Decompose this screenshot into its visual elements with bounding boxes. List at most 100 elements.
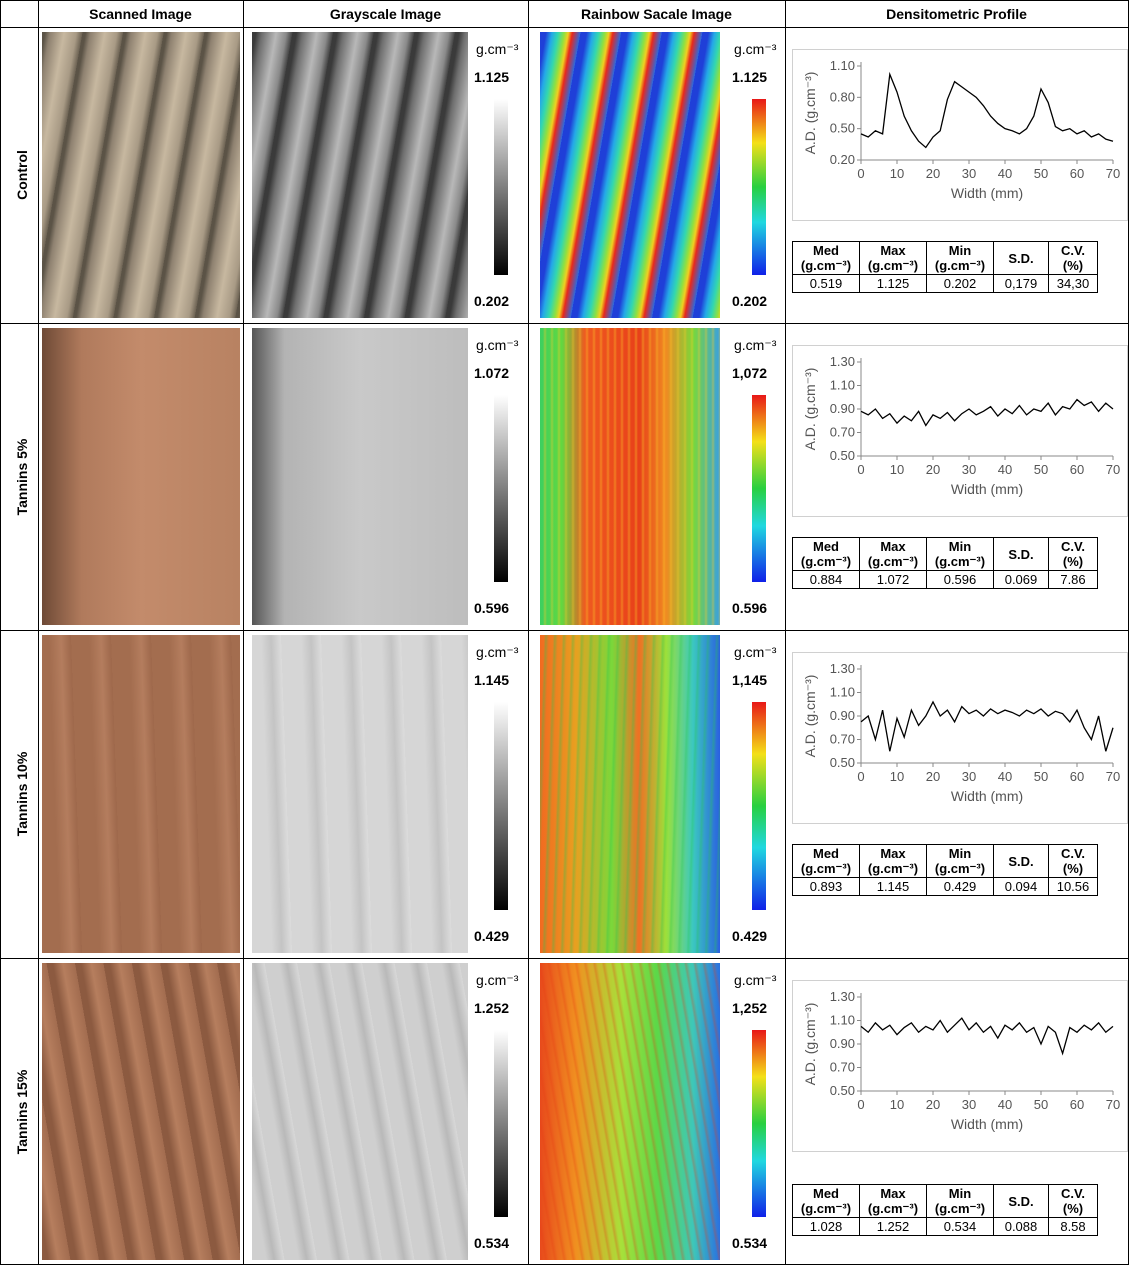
y-axis-label: A.D. (g.cm⁻³): [802, 368, 818, 451]
stats-header: C.V. (%): [1048, 1184, 1098, 1218]
header-text: (g.cm⁻³): [800, 554, 852, 569]
stats-value: 0.596: [926, 570, 994, 589]
profile-line: [860, 71, 1114, 149]
table-rule: [0, 27, 1129, 28]
y-axis-label: A.D. (g.cm⁻³): [802, 72, 818, 155]
scale-min: 0.202: [732, 293, 768, 309]
stats-header: S.D.: [993, 241, 1049, 275]
scale-bar: [494, 1030, 508, 1217]
x-tick-label: 30: [962, 1097, 976, 1112]
stats-value: 0.094: [993, 877, 1049, 896]
scale-max: 1,252: [732, 1000, 768, 1016]
header-text: C.V.: [1060, 243, 1086, 258]
table-rule: [528, 0, 529, 1265]
profile-box: 0.20 0.50 0.80 1.10 0 10 20 30 40 50 60 70 Width (mm…: [792, 49, 1128, 221]
x-tick-label: 30: [962, 166, 976, 181]
stats-table-wrap: Med (g.cm⁻³) Max (g.cm⁻³) Min (g.cm⁻³) S.D. C.V…: [792, 1184, 1098, 1236]
stats-header: C.V. (%): [1048, 537, 1098, 571]
header-text: (%): [1062, 554, 1084, 569]
header-text: (g.cm⁻³): [800, 258, 852, 273]
y-tick-label: 0.80: [830, 89, 855, 104]
scale-min: 0.202: [474, 293, 510, 309]
stats-header: Med (g.cm⁻³): [792, 241, 860, 275]
x-tick-label: 10: [890, 166, 904, 181]
y-axis-label: A.D. (g.cm⁻³): [802, 1003, 818, 1086]
header-text: (g.cm⁻³): [867, 258, 919, 273]
header-text: Med: [813, 846, 839, 861]
stats-header: C.V. (%): [1048, 241, 1098, 275]
stats-value: 1.125: [859, 274, 927, 293]
header-text: Max: [880, 243, 906, 258]
stats-table-wrap: Med (g.cm⁻³) Max (g.cm⁻³) Min (g.cm⁻³) S.D. C.V…: [792, 844, 1098, 896]
stats-value: 0.884: [792, 570, 860, 589]
stats-value: 0.069: [993, 570, 1049, 589]
y-tick-label: 0.20: [830, 152, 855, 167]
x-tick-label: 0: [857, 769, 864, 784]
y-tick-label: 0.70: [830, 1060, 855, 1075]
x-tick-label: 20: [926, 166, 940, 181]
header-text: Med: [813, 243, 839, 258]
x-tick-label: 60: [1070, 462, 1084, 477]
header-text: S.D.: [1008, 1193, 1034, 1209]
stats-header: S.D.: [993, 1184, 1049, 1218]
table-rule: [0, 958, 1129, 959]
grayscale-image: [252, 635, 468, 953]
stats-value: 0.202: [926, 274, 994, 293]
x-tick-label: 70: [1106, 166, 1120, 181]
header-text: S.D.: [1008, 853, 1034, 869]
y-tick-label: 1.30: [830, 989, 855, 1004]
profile-line: [860, 700, 1114, 752]
grayscale-image: [252, 328, 468, 625]
x-tick-label: 20: [926, 769, 940, 784]
stats-value: 10.56: [1048, 877, 1098, 896]
stats-value: 34,30: [1048, 274, 1098, 293]
stats-header: Min (g.cm⁻³): [926, 1184, 994, 1218]
x-tick-label: 0: [857, 1097, 864, 1112]
scanned-image: [42, 32, 240, 318]
header-text: (g.cm⁻³): [800, 861, 852, 876]
scale-min: 0.596: [474, 600, 510, 616]
header-text: (g.cm⁻³): [800, 1201, 852, 1216]
stats-value: 8.58: [1048, 1217, 1098, 1236]
stats-header: S.D.: [993, 844, 1049, 878]
x-axis-label: Width (mm): [951, 788, 1023, 804]
y-tick-label: 1.10: [830, 58, 855, 73]
table-rule: [785, 0, 786, 1265]
y-axis-label: A.D. (g.cm⁻³): [802, 675, 818, 758]
y-tick-label: 1.10: [830, 378, 855, 393]
scale-unit: g.cm⁻³: [734, 972, 777, 988]
y-tick-label: 0.70: [830, 425, 855, 440]
scale-bar: [752, 1030, 766, 1217]
y-tick-label: 0.90: [830, 401, 855, 416]
header-text: Max: [880, 539, 906, 554]
x-tick-label: 60: [1070, 1097, 1084, 1112]
header-text: (g.cm⁻³): [934, 861, 986, 876]
header-text: (g.cm⁻³): [934, 1201, 986, 1216]
column-header: Rainbow Sacale Image: [581, 6, 732, 22]
x-tick-label: 20: [926, 462, 940, 477]
table-rule: [243, 0, 244, 1265]
stats-header: Med (g.cm⁻³): [792, 537, 860, 571]
y-tick-label: 0.50: [830, 1083, 855, 1098]
header-text: (g.cm⁻³): [934, 258, 986, 273]
x-tick-label: 50: [1034, 1097, 1048, 1112]
x-tick-label: 50: [1034, 769, 1048, 784]
header-text: Min: [948, 846, 972, 861]
stats-value: 1.072: [859, 570, 927, 589]
rainbow-image: [540, 635, 720, 953]
stats-value: 1.252: [859, 1217, 927, 1236]
scale-max: 1.252: [474, 1000, 510, 1016]
grayscale-image: [252, 963, 468, 1260]
y-tick-label: 0.50: [830, 121, 855, 136]
x-tick-label: 10: [890, 462, 904, 477]
profile-line: [860, 1017, 1114, 1056]
profile-box: 0.50 0.70 0.90 1.10 1.30 0 10 20 30 40 50 60 70 Width…: [792, 652, 1128, 824]
scale-bar: [752, 99, 766, 275]
x-tick-label: 10: [890, 1097, 904, 1112]
x-tick-label: 70: [1106, 462, 1120, 477]
stats-value: 0.429: [926, 877, 994, 896]
x-tick-label: 70: [1106, 1097, 1120, 1112]
stats-table-wrap: Med (g.cm⁻³) Max (g.cm⁻³) Min (g.cm⁻³) S.D. C.V…: [792, 537, 1098, 589]
stats-table: Med (g.cm⁻³) Max (g.cm⁻³) Min (g.cm⁻³) S.D. C.V…: [792, 241, 1098, 293]
profile-box: 0.50 0.70 0.90 1.10 1.30 0 10 20 30 40 50 60 70 Width…: [792, 980, 1128, 1152]
